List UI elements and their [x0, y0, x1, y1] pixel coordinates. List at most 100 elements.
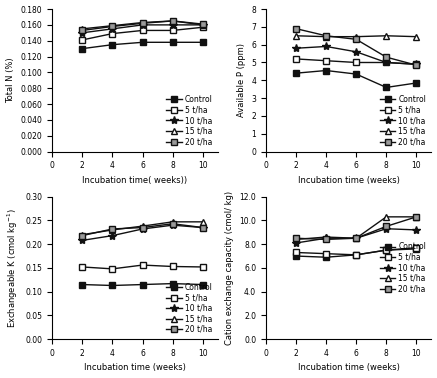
20 t/ha	[323, 34, 329, 38]
5 t/ha	[354, 60, 359, 65]
5 t/ha	[110, 266, 115, 271]
Line: Control: Control	[293, 246, 419, 260]
Line: 5 t/ha: 5 t/ha	[293, 245, 419, 258]
20 t/ha	[414, 63, 419, 67]
5 t/ha	[80, 265, 85, 269]
20 t/ha	[140, 21, 145, 26]
5 t/ha	[170, 264, 175, 269]
Line: 5 t/ha: 5 t/ha	[80, 262, 205, 272]
15 t/ha	[293, 34, 298, 38]
Line: 5 t/ha: 5 t/ha	[293, 56, 419, 67]
5 t/ha	[293, 57, 298, 61]
20 t/ha	[293, 236, 298, 240]
20 t/ha	[293, 26, 298, 31]
15 t/ha	[110, 228, 115, 232]
10 t/ha	[384, 226, 389, 231]
10 t/ha	[354, 236, 359, 240]
15 t/ha	[354, 34, 359, 39]
Control	[200, 40, 205, 45]
Line: 20 t/ha: 20 t/ha	[293, 26, 419, 68]
10 t/ha	[200, 23, 205, 27]
10 t/ha	[293, 46, 298, 51]
10 t/ha	[140, 227, 145, 231]
20 t/ha	[384, 55, 389, 59]
20 t/ha	[140, 225, 145, 230]
Line: 15 t/ha: 15 t/ha	[293, 214, 419, 242]
15 t/ha	[323, 235, 329, 239]
10 t/ha	[323, 236, 329, 240]
Control	[414, 81, 419, 85]
Line: 10 t/ha: 10 t/ha	[78, 221, 207, 245]
5 t/ha	[140, 28, 145, 33]
Control	[384, 248, 389, 253]
Control	[293, 254, 298, 258]
20 t/ha	[200, 225, 205, 230]
X-axis label: Incubation time( weeks)): Incubation time( weeks))	[83, 176, 187, 185]
Control	[200, 282, 205, 287]
Control	[323, 255, 329, 260]
20 t/ha	[200, 22, 205, 26]
5 t/ha	[384, 248, 389, 253]
10 t/ha	[80, 31, 85, 35]
Line: 5 t/ha: 5 t/ha	[80, 25, 205, 43]
Control	[414, 247, 419, 251]
5 t/ha	[354, 253, 359, 257]
5 t/ha	[293, 250, 298, 255]
Line: 20 t/ha: 20 t/ha	[293, 214, 419, 242]
Control	[140, 282, 145, 287]
Line: 15 t/ha: 15 t/ha	[293, 33, 419, 39]
Line: 15 t/ha: 15 t/ha	[80, 18, 205, 32]
Line: 10 t/ha: 10 t/ha	[292, 225, 420, 247]
20 t/ha	[80, 28, 85, 33]
10 t/ha	[80, 238, 85, 243]
5 t/ha	[414, 62, 419, 67]
10 t/ha	[200, 225, 205, 230]
5 t/ha	[414, 245, 419, 250]
Control	[170, 281, 175, 286]
10 t/ha	[293, 241, 298, 245]
15 t/ha	[384, 215, 389, 219]
10 t/ha	[170, 223, 175, 228]
Line: 20 t/ha: 20 t/ha	[80, 221, 205, 239]
15 t/ha	[323, 34, 329, 39]
15 t/ha	[200, 23, 205, 27]
Y-axis label: Cation exchange capacity (cmol/ kg): Cation exchange capacity (cmol/ kg)	[225, 191, 234, 345]
Control	[80, 46, 85, 51]
15 t/ha	[140, 224, 145, 228]
5 t/ha	[140, 263, 145, 267]
Y-axis label: Exchangeable K (cmol kg$^{-1}$): Exchangeable K (cmol kg$^{-1}$)	[6, 208, 20, 328]
5 t/ha	[200, 265, 205, 269]
Control	[384, 85, 389, 90]
Y-axis label: Available P (ppm): Available P (ppm)	[237, 43, 246, 117]
Control	[354, 72, 359, 76]
Legend: Control, 5 t/ha, 10 t/ha, 15 t/ha, 20 t/ha: Control, 5 t/ha, 10 t/ha, 15 t/ha, 20 t/…	[165, 94, 214, 148]
Y-axis label: Total N (%): Total N (%)	[6, 57, 15, 103]
5 t/ha	[200, 25, 205, 29]
10 t/ha	[110, 233, 115, 238]
20 t/ha	[170, 19, 175, 23]
15 t/ha	[414, 34, 419, 39]
5 t/ha	[80, 38, 85, 42]
15 t/ha	[200, 220, 205, 224]
Control	[170, 40, 175, 45]
5 t/ha	[384, 60, 389, 65]
20 t/ha	[110, 227, 115, 231]
15 t/ha	[80, 26, 85, 31]
20 t/ha	[354, 37, 359, 42]
15 t/ha	[80, 232, 85, 237]
5 t/ha	[323, 251, 329, 256]
Line: 20 t/ha: 20 t/ha	[80, 18, 205, 33]
15 t/ha	[384, 34, 389, 38]
20 t/ha	[80, 233, 85, 238]
Line: 15 t/ha: 15 t/ha	[80, 219, 205, 237]
Legend: Control, 5 t/ha, 10 t/ha, 15 t/ha, 20 t/ha: Control, 5 t/ha, 10 t/ha, 15 t/ha, 20 t/…	[378, 94, 428, 148]
Control	[80, 282, 85, 287]
Control	[323, 68, 329, 73]
Legend: Control, 5 t/ha, 10 t/ha, 15 t/ha, 20 t/ha: Control, 5 t/ha, 10 t/ha, 15 t/ha, 20 t/…	[378, 241, 428, 295]
Line: Control: Control	[293, 68, 419, 90]
15 t/ha	[293, 237, 298, 242]
X-axis label: Incubation time (weeks): Incubation time (weeks)	[298, 363, 399, 372]
10 t/ha	[414, 62, 419, 67]
20 t/ha	[170, 222, 175, 226]
20 t/ha	[110, 24, 115, 29]
